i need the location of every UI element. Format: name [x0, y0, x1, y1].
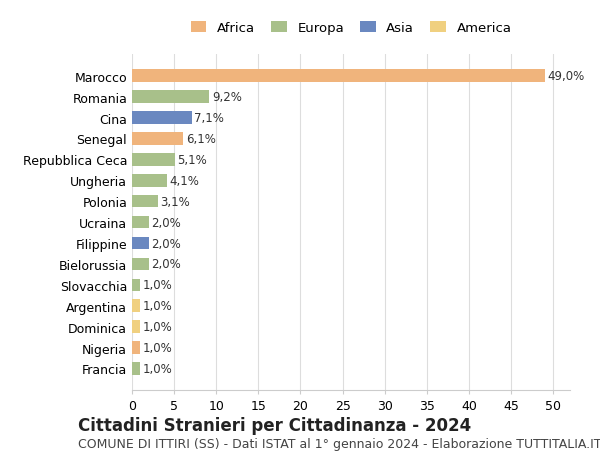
Legend: Africa, Europa, Asia, America: Africa, Europa, Asia, America — [191, 22, 511, 35]
Text: 1,0%: 1,0% — [143, 279, 173, 291]
Text: 6,1%: 6,1% — [186, 133, 216, 146]
Bar — [132, 258, 149, 271]
Text: 1,0%: 1,0% — [143, 320, 173, 333]
Bar — [132, 91, 209, 104]
Bar — [132, 341, 140, 354]
Bar — [132, 237, 149, 250]
Text: 2,0%: 2,0% — [151, 237, 181, 250]
Bar — [132, 363, 140, 375]
Text: 49,0%: 49,0% — [547, 70, 584, 83]
Text: 4,1%: 4,1% — [169, 174, 199, 187]
Text: 9,2%: 9,2% — [212, 91, 242, 104]
Bar — [132, 133, 184, 146]
Bar — [132, 300, 140, 312]
Bar — [132, 321, 140, 333]
Text: 1,0%: 1,0% — [143, 362, 173, 375]
Text: 2,0%: 2,0% — [151, 216, 181, 229]
Bar — [132, 154, 175, 166]
Text: Cittadini Stranieri per Cittadinanza - 2024: Cittadini Stranieri per Cittadinanza - 2… — [78, 416, 471, 434]
Bar — [132, 174, 167, 187]
Text: 5,1%: 5,1% — [178, 154, 207, 167]
Bar — [132, 196, 158, 208]
Bar — [132, 112, 192, 124]
Bar — [132, 279, 140, 291]
Text: COMUNE DI ITTIRI (SS) - Dati ISTAT al 1° gennaio 2024 - Elaborazione TUTTITALIA.: COMUNE DI ITTIRI (SS) - Dati ISTAT al 1°… — [78, 437, 600, 450]
Text: 7,1%: 7,1% — [194, 112, 224, 125]
Text: 2,0%: 2,0% — [151, 258, 181, 271]
Bar — [132, 216, 149, 229]
Bar — [132, 70, 545, 83]
Text: 1,0%: 1,0% — [143, 341, 173, 354]
Text: 3,1%: 3,1% — [161, 195, 190, 208]
Text: 1,0%: 1,0% — [143, 300, 173, 313]
